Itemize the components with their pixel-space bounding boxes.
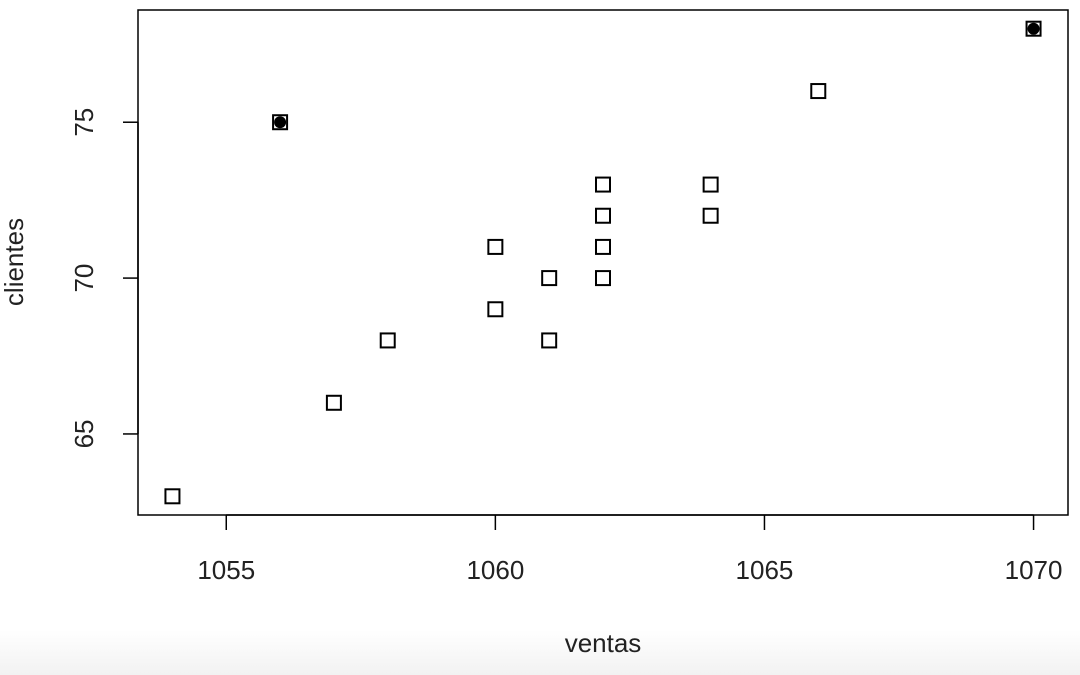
point [487, 301, 504, 318]
y-tick-label: 75 [69, 108, 99, 137]
y-tick-label: 70 [69, 264, 99, 293]
point [541, 332, 558, 349]
point [595, 238, 611, 255]
y-tick-label: 65 [69, 419, 99, 448]
x-tick-label: 1065 [736, 555, 794, 585]
x-axis-label: ventas [565, 628, 642, 658]
point [595, 207, 611, 224]
point [541, 270, 558, 287]
point [810, 83, 827, 100]
point [379, 332, 396, 349]
background-strip [0, 630, 1080, 675]
point [1027, 22, 1040, 35]
point [272, 114, 289, 131]
point [274, 116, 287, 129]
point [595, 270, 611, 287]
point [595, 176, 611, 193]
point [164, 488, 181, 505]
point [487, 238, 504, 255]
y-axis-label: clientes [0, 218, 29, 306]
point [325, 394, 342, 411]
plot-frame [137, 9, 1069, 516]
point [702, 207, 719, 224]
x-tick-label: 1070 [1005, 555, 1063, 585]
x-tick-label: 1055 [197, 555, 255, 585]
point [702, 176, 719, 193]
x-tick-label: 1060 [466, 555, 524, 585]
point [1025, 20, 1042, 37]
